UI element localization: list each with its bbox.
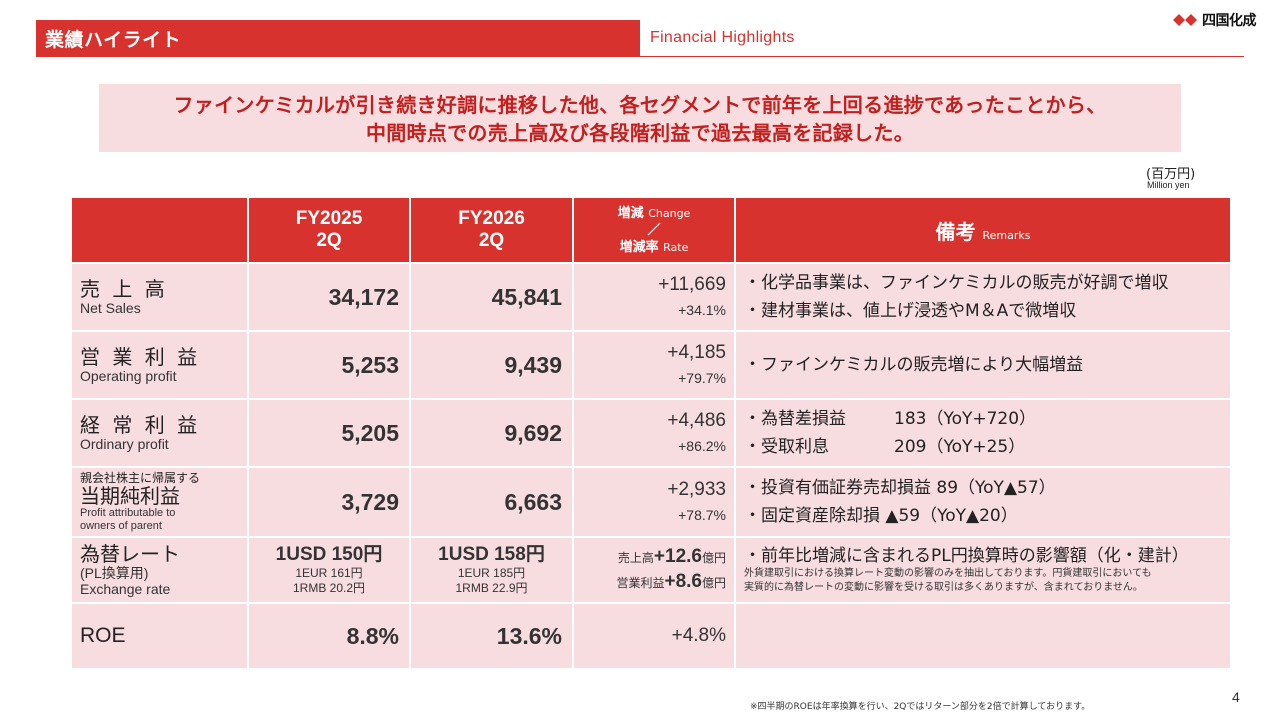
- footnote: ※四半期のROEは年率換算を行い、2Qではリターン部分を2倍で計算しております。: [750, 702, 1091, 712]
- logo-text: 四国化成: [1202, 13, 1257, 29]
- row-label-operating-profit: 営 業 利 益 Operating profit: [70, 330, 249, 400]
- cell-value: 3,729: [247, 466, 411, 538]
- header-bar: [36, 20, 640, 56]
- header-change-rate: 増減 Change ／ 増減率 Rate: [572, 196, 736, 264]
- page-subtitle: Financial Highlights: [650, 29, 795, 46]
- cell-change: +4,185 +79.7%: [572, 330, 736, 400]
- cell-value: 13.6%: [409, 602, 574, 670]
- header-remarks: 備考 Remarks: [734, 196, 1232, 264]
- cell-remarks: ・化学品事業は、ファインケミカルの販売が好調で増収 ・建材事業は、値上げ浸透やM…: [734, 262, 1232, 332]
- cell-change: +11,669 +34.1%: [572, 262, 736, 332]
- cell-change: +4,486 +86.2%: [572, 398, 736, 468]
- cell-remarks: ・投資有価証券売却損益 89（YoY▲57） ・固定資産除却損 ▲59（YoY▲…: [734, 466, 1232, 538]
- row-label-roe: ROE: [70, 602, 249, 670]
- cell-value: 34,172: [247, 262, 411, 332]
- unit-label-en: Million yen: [1147, 180, 1190, 190]
- cell-value: 8.8%: [247, 602, 411, 670]
- header-blank: [70, 196, 249, 264]
- cell-remarks: ・前年比増減に含まれるPL円換算時の影響額（化・建計） 外貨建取引における換算レ…: [734, 536, 1232, 604]
- page-title: 業績ハイライト: [45, 29, 182, 51]
- table-row: 親会社株主に帰属する 当期純利益 Profit attributable to …: [70, 466, 1232, 538]
- row-label-ordinary-profit: 経 常 利 益 Ordinary profit: [70, 398, 249, 468]
- row-label-exchange-rate: 為替レート (PL換算用) Exchange rate: [70, 536, 249, 604]
- header-fy2025: FY2025 2Q: [247, 196, 411, 264]
- cell-remarks: [734, 602, 1232, 670]
- table-header-row: FY2025 2Q FY2026 2Q 増減 Change ／ 増減率 Rate…: [70, 196, 1232, 264]
- page-number: 4: [1232, 689, 1240, 705]
- banner-line-1: ファインケミカルが引き続き好調に推移した他、各セグメントで前年を上回る進捗であっ…: [173, 93, 1107, 117]
- cell-fx-impact: 売上高+12.6億円 営業利益+8.6億円: [572, 536, 736, 604]
- cell-remarks: ・為替差損益 183（YoY+720） ・受取利息 209（YoY+25）: [734, 398, 1232, 468]
- table-row: 営 業 利 益 Operating profit 5,253 9,439 +4,…: [70, 330, 1232, 400]
- cell-value: 6,663: [409, 466, 574, 538]
- cell-fx-fy2026: 1USD 158円 1EUR 185円 1RMB 22.9円: [409, 536, 574, 604]
- table-row: 為替レート (PL換算用) Exchange rate 1USD 150円 1E…: [70, 536, 1232, 604]
- table-row: 経 常 利 益 Ordinary profit 5,205 9,692 +4,4…: [70, 398, 1232, 468]
- cell-change: +2,933 +78.7%: [572, 466, 736, 538]
- table-row: ROE 8.8% 13.6% +4.8%: [70, 602, 1232, 670]
- cell-remarks: ・ファインケミカルの販売増により大幅増益: [734, 330, 1232, 400]
- header-divider: [36, 56, 1244, 57]
- cell-fx-fy2025: 1USD 150円 1EUR 161円 1RMB 20.2円: [247, 536, 411, 604]
- cell-value: 45,841: [409, 262, 574, 332]
- row-label-net-sales: 売 上 高 Net Sales: [70, 262, 249, 332]
- unit-label-jp: (百万円): [1146, 167, 1196, 182]
- cell-value: 9,439: [409, 330, 574, 400]
- logo-diamond-icon: [1173, 14, 1197, 26]
- cell-change: +4.8%: [572, 602, 736, 670]
- table-row: 売 上 高 Net Sales 34,172 45,841 +11,669 +3…: [70, 262, 1232, 332]
- cell-value: 9,692: [409, 398, 574, 468]
- banner-line-2: 中間時点での売上高及び各段階利益で過去最高を記録した。: [365, 121, 915, 145]
- row-label-net-income: 親会社株主に帰属する 当期純利益 Profit attributable to …: [70, 466, 249, 538]
- company-logo: 四国化成: [1172, 10, 1257, 30]
- financial-highlights-table: FY2025 2Q FY2026 2Q 増減 Change ／ 増減率 Rate…: [70, 196, 1232, 670]
- cell-value: 5,253: [247, 330, 411, 400]
- header-fy2026: FY2026 2Q: [409, 196, 574, 264]
- summary-banner: ファインケミカルが引き続き好調に推移した他、各セグメントで前年を上回る進捗であっ…: [99, 84, 1181, 152]
- cell-value: 5,205: [247, 398, 411, 468]
